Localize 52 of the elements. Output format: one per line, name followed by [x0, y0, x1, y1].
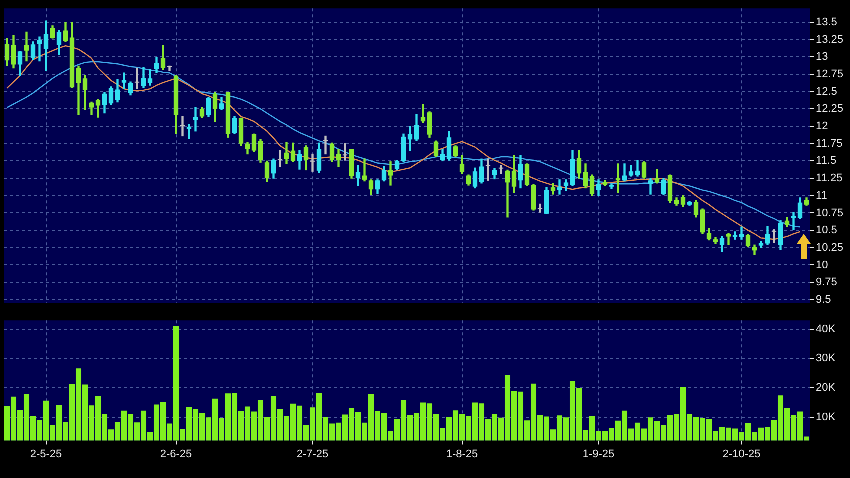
y-tick-label: 11.25 — [816, 172, 843, 185]
y-tick-label: 40K — [816, 323, 836, 336]
candlestick — [167, 66, 172, 72]
y-tick-label: 12.5 — [816, 86, 838, 98]
candlestick — [278, 150, 283, 168]
candlestick — [648, 178, 654, 195]
candlestick — [420, 104, 426, 124]
y-tick-label: 10 — [816, 259, 828, 272]
y-tick-label: 10.25 — [816, 242, 844, 254]
x-tick-label: 1-8-25 — [446, 448, 478, 460]
y-tick-label: 9.75 — [816, 276, 838, 289]
candlestick — [310, 154, 316, 172]
y-tick-label: 13 — [816, 51, 828, 64]
candlestick — [193, 107, 198, 132]
y-tick-label: 13.25 — [816, 34, 844, 46]
candlestick — [186, 124, 192, 140]
candlestick — [635, 160, 640, 177]
candlestick — [408, 126, 413, 152]
candlestick — [772, 230, 777, 244]
y-tick-label: 30K — [816, 352, 836, 365]
y-tick-label: 10K — [816, 411, 836, 424]
candlestick — [362, 158, 368, 182]
x-tick-label: 2-6-25 — [160, 448, 192, 460]
candlestick — [557, 180, 562, 195]
y-tick-label: 12.25 — [816, 103, 844, 116]
candlestick — [616, 164, 621, 194]
y-tick-label: 12.75 — [816, 68, 844, 81]
candlestick — [538, 204, 543, 213]
x-tick-label: 2-7-25 — [296, 448, 329, 460]
candlestick — [24, 32, 30, 62]
x-tick-label: 2-5-25 — [30, 448, 62, 460]
y-tick-label: 9.5 — [816, 294, 832, 306]
x-tick-label: 2-10-25 — [722, 448, 761, 460]
candlestick — [486, 158, 491, 181]
y-tick-label: 11.5 — [816, 155, 837, 168]
y-tick-label: 11.75 — [816, 138, 843, 150]
y-tick-label: 13.5 — [816, 16, 838, 29]
y-tick-label: 10.75 — [816, 207, 844, 220]
candlestick — [732, 232, 738, 240]
candlestick — [122, 72, 127, 90]
y-tick-label: 11 — [816, 190, 828, 202]
x-tick-label: 1-9-25 — [582, 448, 615, 460]
y-tick-label: 10.5 — [816, 224, 838, 237]
candlestick — [180, 116, 186, 137]
y-tick-label: 20K — [816, 382, 836, 394]
candlestick — [37, 36, 42, 62]
y-tick-label: 12 — [816, 120, 828, 133]
candlestick — [134, 68, 140, 90]
candlestick — [342, 144, 348, 161]
candlestick — [498, 165, 504, 174]
candlestick — [791, 212, 796, 230]
candlestick — [323, 136, 328, 155]
